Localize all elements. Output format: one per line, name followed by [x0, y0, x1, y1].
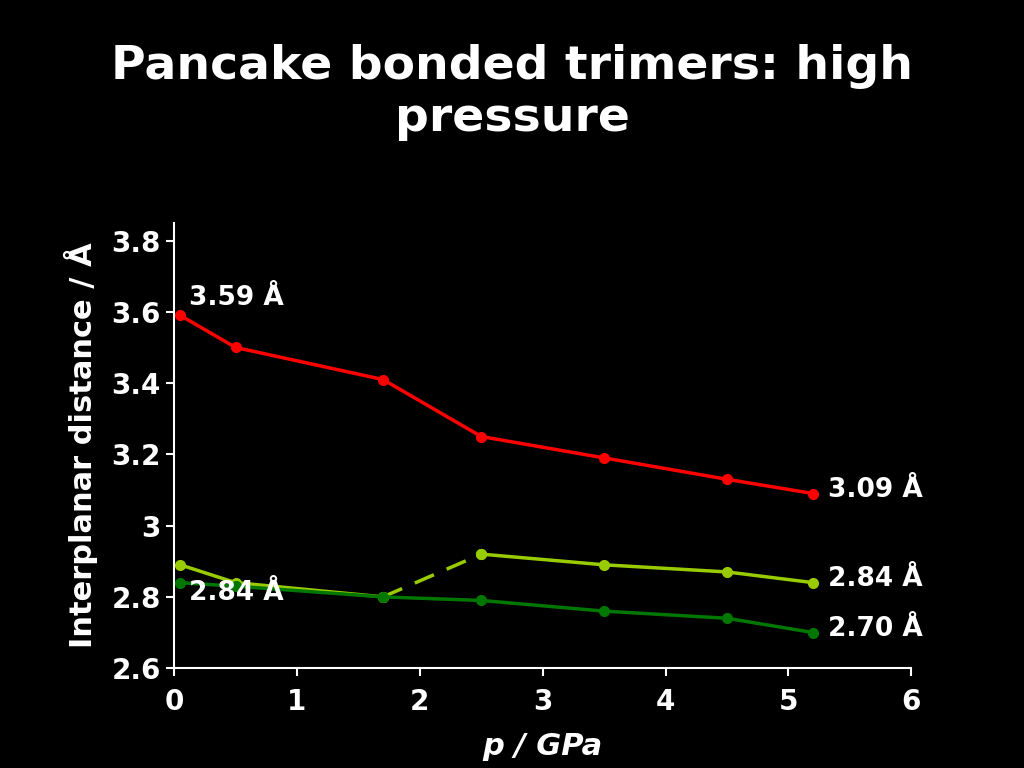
- Text: 3.59 Å: 3.59 Å: [188, 285, 284, 311]
- Y-axis label: Interplanar distance / Å: Interplanar distance / Å: [63, 243, 97, 648]
- Text: 2.70 Å: 2.70 Å: [827, 616, 923, 642]
- X-axis label: p / GPa: p / GPa: [482, 732, 603, 761]
- Text: 3.09 Å: 3.09 Å: [827, 477, 923, 503]
- Text: 2.84 Å: 2.84 Å: [188, 581, 284, 607]
- Text: Pancake bonded trimers: high
pressure: Pancake bonded trimers: high pressure: [111, 44, 913, 141]
- Text: 2.84 Å: 2.84 Å: [827, 566, 923, 592]
